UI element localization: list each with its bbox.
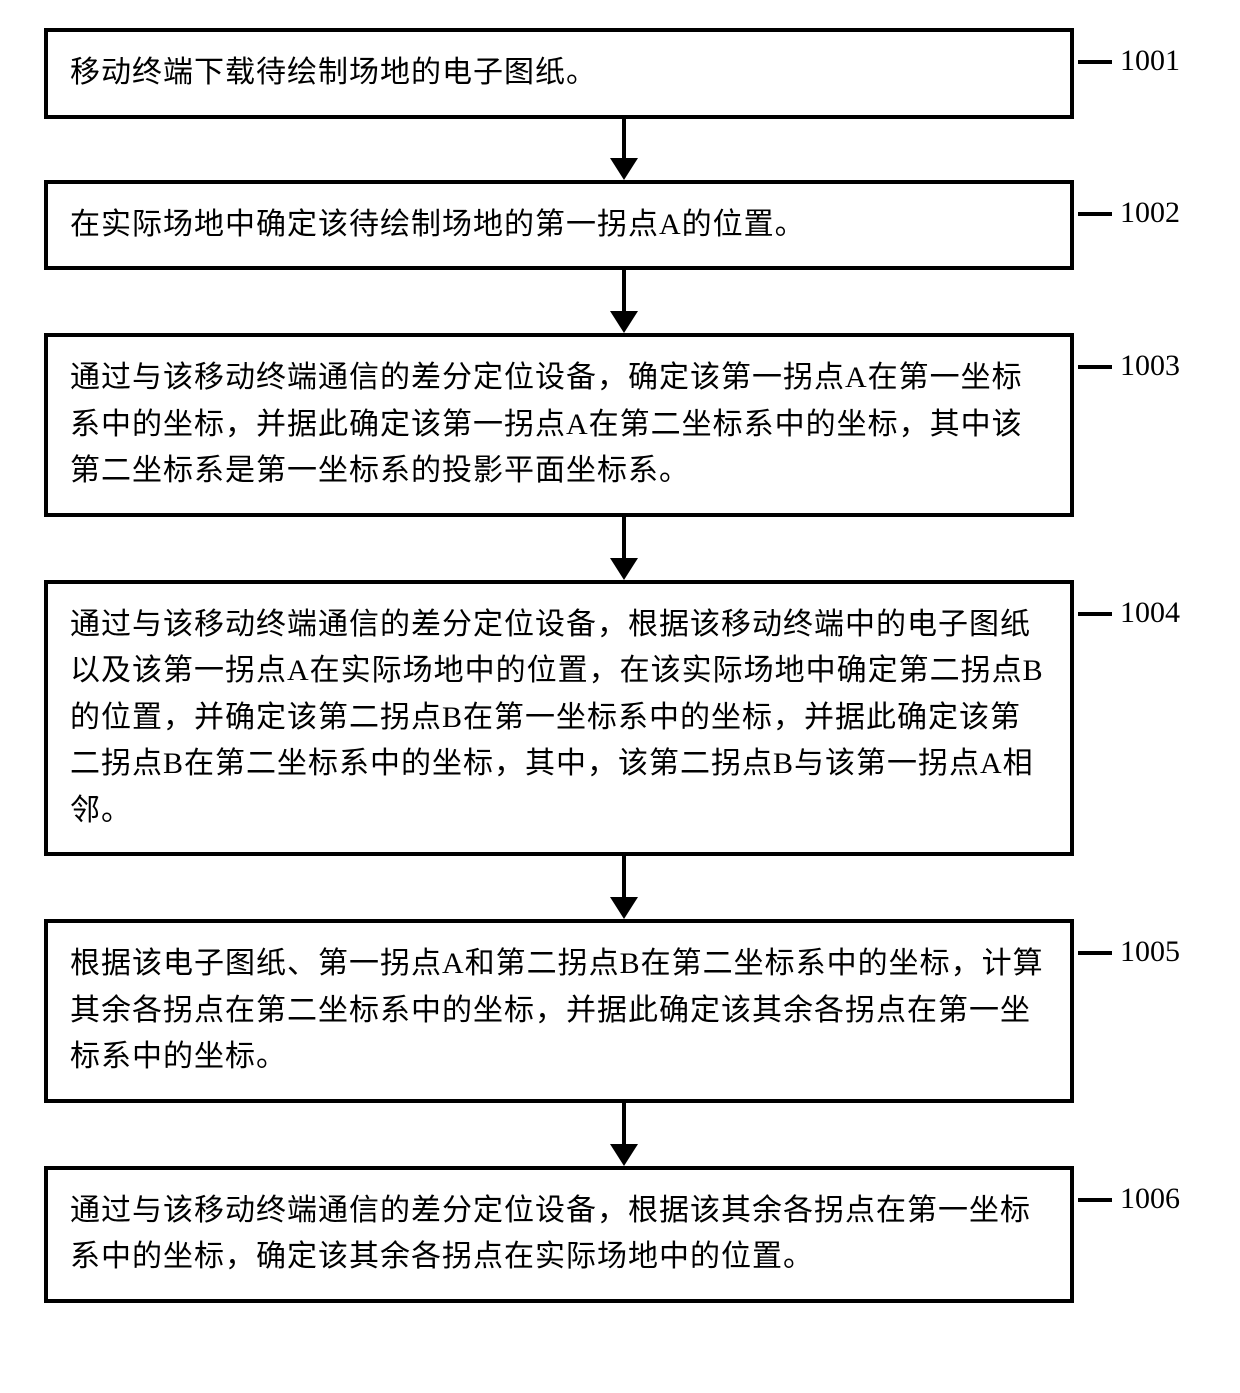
flow-node: 移动终端下载待绘制场地的电子图纸。 1001	[44, 28, 1204, 119]
flow-node-text: 通过与该移动终端通信的差分定位设备，确定该第一拐点A在第一坐标系中的坐标，并据此…	[70, 361, 1023, 487]
arrow-shaft	[622, 856, 626, 898]
flow-node: 在实际场地中确定该待绘制场地的第一拐点A的位置。 1002	[44, 180, 1204, 271]
flow-node-box: 在实际场地中确定该待绘制场地的第一拐点A的位置。	[44, 180, 1074, 271]
flow-node: 通过与该移动终端通信的差分定位设备，确定该第一拐点A在第一坐标系中的坐标，并据此…	[44, 333, 1204, 517]
flow-node-label-wrap: 1005	[1078, 951, 1180, 967]
flow-node: 通过与该移动终端通信的差分定位设备，根据该移动终端中的电子图纸以及该第一拐点A在…	[44, 580, 1204, 857]
arrow-shaft	[622, 1103, 626, 1145]
arrow-head-icon	[610, 558, 638, 580]
connector-line	[1078, 212, 1112, 216]
flow-node-label-wrap: 1003	[1078, 365, 1180, 381]
flow-node-id: 1002	[1120, 198, 1180, 228]
connector-line	[1078, 612, 1112, 616]
flow-node-text: 通过与该移动终端通信的差分定位设备，根据该移动终端中的电子图纸以及该第一拐点A在…	[70, 608, 1044, 827]
flow-node-box: 根据该电子图纸、第一拐点A和第二拐点B在第二坐标系中的坐标，计算其余各拐点在第二…	[44, 919, 1074, 1103]
connector-line	[1078, 951, 1112, 955]
flow-node-label-wrap: 1002	[1078, 212, 1180, 228]
arrow-shaft	[622, 270, 626, 312]
flow-node-id: 1004	[1120, 598, 1180, 628]
flow-node-id: 1005	[1120, 937, 1180, 967]
flow-node-text: 移动终端下载待绘制场地的电子图纸。	[70, 56, 597, 89]
flow-node: 通过与该移动终端通信的差分定位设备，根据该其余各拐点在第一坐标系中的坐标，确定该…	[44, 1166, 1204, 1303]
flow-node: 根据该电子图纸、第一拐点A和第二拐点B在第二坐标系中的坐标，计算其余各拐点在第二…	[44, 919, 1204, 1103]
flow-arrow	[109, 856, 1139, 919]
arrow-head-icon	[610, 1144, 638, 1166]
flow-arrow	[109, 517, 1139, 580]
arrow-shaft	[622, 119, 626, 159]
arrow-head-icon	[610, 158, 638, 180]
arrow-head-icon	[610, 311, 638, 333]
arrow-head-icon	[610, 897, 638, 919]
flow-arrow	[109, 270, 1139, 333]
connector-line	[1078, 365, 1112, 369]
flow-node-box: 通过与该移动终端通信的差分定位设备，根据该移动终端中的电子图纸以及该第一拐点A在…	[44, 580, 1074, 857]
flow-node-text: 根据该电子图纸、第一拐点A和第二拐点B在第二坐标系中的坐标，计算其余各拐点在第二…	[70, 947, 1044, 1073]
flow-node-label-wrap: 1004	[1078, 612, 1180, 628]
flow-node-box: 通过与该移动终端通信的差分定位设备，确定该第一拐点A在第一坐标系中的坐标，并据此…	[44, 333, 1074, 517]
flow-node-box: 通过与该移动终端通信的差分定位设备，根据该其余各拐点在第一坐标系中的坐标，确定该…	[44, 1166, 1074, 1303]
flow-node-text: 在实际场地中确定该待绘制场地的第一拐点A的位置。	[70, 208, 806, 241]
flow-node-id: 1006	[1120, 1184, 1180, 1214]
connector-line	[1078, 1198, 1112, 1202]
flow-arrow	[109, 119, 1139, 180]
flow-arrow	[109, 1103, 1139, 1166]
arrow-shaft	[622, 517, 626, 559]
flow-node-box: 移动终端下载待绘制场地的电子图纸。	[44, 28, 1074, 119]
connector-line	[1078, 60, 1112, 64]
flow-node-id: 1003	[1120, 351, 1180, 381]
flow-node-label-wrap: 1001	[1078, 60, 1180, 76]
flowchart: 移动终端下载待绘制场地的电子图纸。 1001 在实际场地中确定该待绘制场地的第一…	[44, 28, 1204, 1303]
flow-node-label-wrap: 1006	[1078, 1198, 1180, 1214]
flow-node-id: 1001	[1120, 46, 1180, 76]
flow-node-text: 通过与该移动终端通信的差分定位设备，根据该其余各拐点在第一坐标系中的坐标，确定该…	[70, 1194, 1031, 1274]
